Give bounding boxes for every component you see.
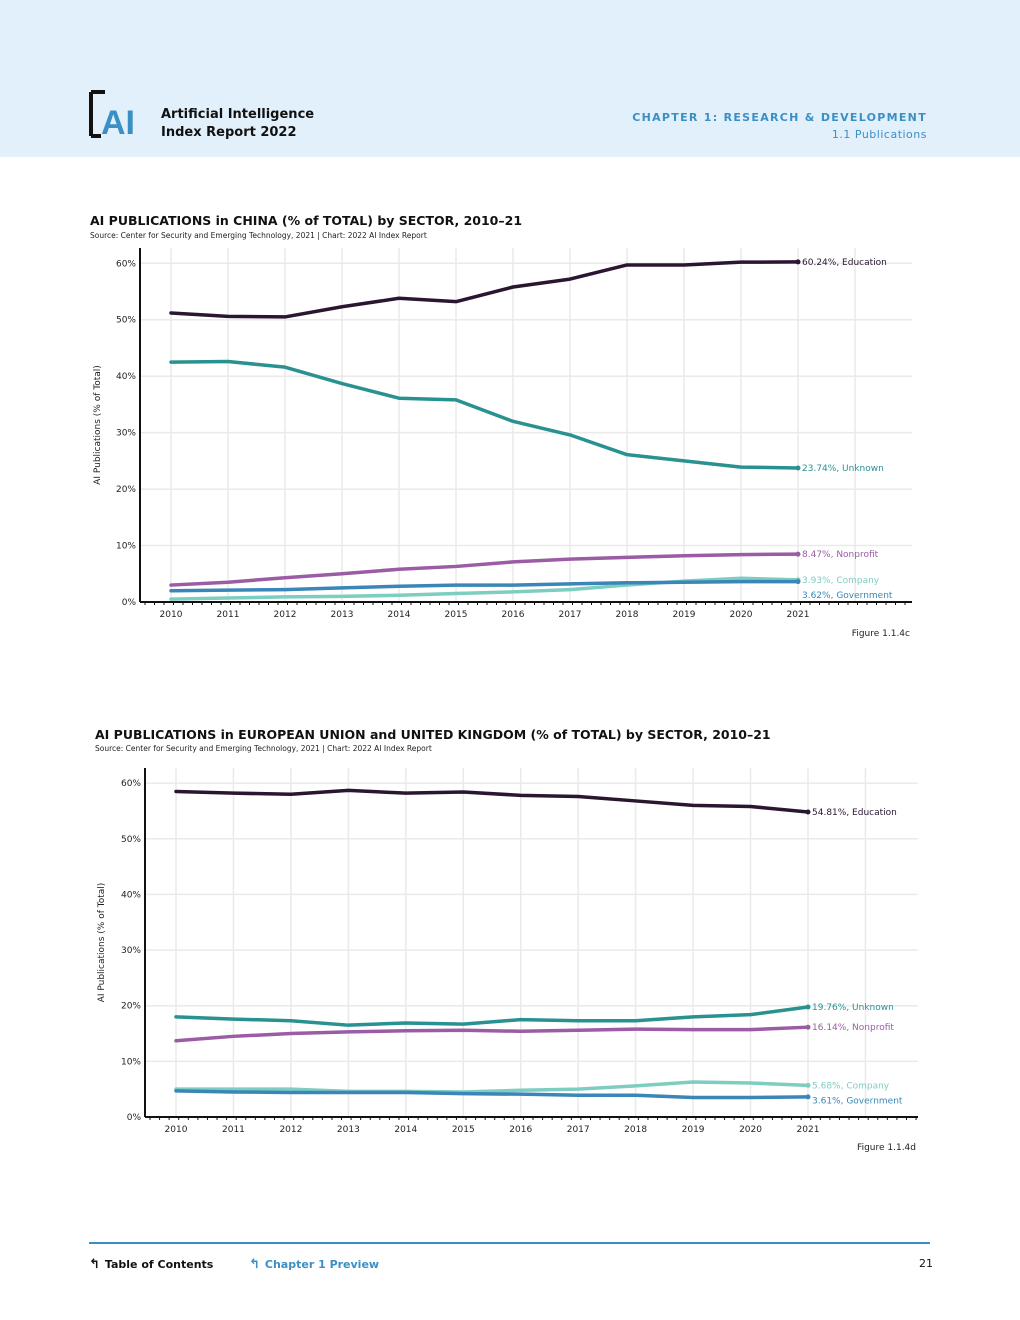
x-tick-label: 2011: [222, 1125, 245, 1135]
x-tick-label: 2019: [673, 610, 696, 620]
x-tick-label: 2019: [682, 1125, 705, 1135]
chart2-figure-label: Figure 1.1.4d: [857, 1143, 916, 1153]
y-tick-label: 0%: [122, 598, 137, 608]
x-tick-label: 2014: [394, 1125, 417, 1135]
series-end-point-education: [795, 259, 801, 265]
series-line-nonprofit: [169, 552, 800, 587]
footer-divider: [89, 1242, 930, 1244]
series-end-label-education: 60.24%, Education: [802, 258, 887, 268]
series-end-label-government: 3.62%, Government: [802, 591, 893, 601]
chart2-plot: 0% 10% 20% 30% 40% 50% 60% 2010 2011 2012 2013 2014…: [97, 768, 918, 1135]
y-axis-title: AI Publications (% of Total): [97, 883, 107, 1003]
series-end-point-nonprofit: [805, 1024, 811, 1030]
chart1-title: AI PUBLICATIONS in CHINA (% of TOTAL) by…: [90, 213, 523, 228]
series-end-label-nonprofit: 16.14%, Nonprofit: [812, 1023, 894, 1033]
x-tick-label: 2017: [559, 610, 582, 620]
ai-index-logo: AI: [89, 90, 135, 138]
report-title: Artificial Intelligence Index Report 202…: [161, 106, 314, 142]
y-tick-label: 60%: [121, 779, 141, 789]
y-tick-label: 40%: [121, 890, 141, 900]
series-end-label-unknown: 19.76%, Unknown: [812, 1003, 894, 1013]
y-tick-label: 50%: [116, 316, 136, 326]
x-tick-label: 2016: [502, 610, 525, 620]
y-tick-label: 50%: [121, 835, 141, 845]
x-tick-label: 2018: [616, 610, 639, 620]
series-line-unknown: [174, 1005, 810, 1027]
series-end-label-unknown: 23.74%, Unknown: [802, 464, 884, 474]
series-end-point-government: [795, 579, 801, 585]
chapter-title: CHAPTER 1: RESEARCH & DEVELOPMENT: [632, 111, 927, 124]
series-end-label-company: 3.93%, Company: [802, 576, 880, 586]
y-tick-label: 0%: [127, 1113, 142, 1123]
x-tick-label: 2015: [445, 610, 468, 620]
chart2-source: Source: Center for Security and Emerging…: [95, 744, 432, 753]
chart1-figure-label: Figure 1.1.4c: [851, 629, 910, 639]
series-line-education: [174, 788, 810, 814]
page-header: [0, 0, 1020, 157]
chart1-plot: 0% 10% 20% 30% 40% 50% 60% 2010 2011 2012 2013 2014…: [93, 248, 912, 620]
series-end-label-government: 3.61%, Government: [812, 1096, 903, 1106]
series-end-point-unknown: [805, 1004, 811, 1010]
y-axis-title: AI Publications (% of Total): [93, 365, 103, 485]
series-line-unknown: [169, 359, 800, 470]
x-tick-label: 2021: [797, 1125, 820, 1135]
chart2-title: AI PUBLICATIONS in EUROPEAN UNION and UN…: [95, 727, 771, 742]
x-tick-label: 2014: [388, 610, 411, 620]
series-end-label-education: 54.81%, Education: [812, 808, 897, 818]
y-tick-label: 30%: [121, 946, 141, 956]
x-tick-label: 2018: [624, 1125, 647, 1135]
x-tick-label: 2020: [730, 610, 753, 620]
x-tick-label: 2016: [509, 1125, 532, 1135]
chapter-preview-link[interactable]: ↰ Chapter 1 Preview: [249, 1257, 379, 1272]
x-tick-label: 2017: [567, 1125, 590, 1135]
series-end-label-nonprofit: 8.47%, Nonprofit: [802, 550, 879, 560]
series-end-label-company: 5.68%, Company: [812, 1081, 890, 1091]
series-line-company: [174, 1080, 810, 1094]
table-of-contents-label: Table of Contents: [104, 1258, 214, 1271]
x-tick-label: 2010: [165, 1125, 188, 1135]
chapter-preview-label: Chapter 1 Preview: [264, 1258, 380, 1271]
y-tick-label: 20%: [121, 1002, 141, 1012]
x-tick-label: 2020: [739, 1125, 762, 1135]
y-tick-label: 10%: [116, 542, 136, 552]
section-title: 1.1 Publications: [831, 128, 927, 141]
page-number: 21: [919, 1257, 933, 1270]
x-tick-label: 2011: [217, 610, 240, 620]
chart1-source: Source: Center for Security and Emerging…: [90, 231, 427, 240]
series-line-nonprofit: [174, 1025, 810, 1043]
y-tick-label: 10%: [121, 1057, 141, 1067]
y-tick-label: 60%: [116, 259, 136, 269]
report-title-line2: Index Report 2022: [161, 125, 297, 140]
report-title-line1: Artificial Intelligence: [161, 107, 315, 122]
series-end-point-education: [805, 809, 811, 815]
x-tick-label: 2021: [787, 610, 810, 620]
svg-text:AI: AI: [101, 104, 135, 138]
y-tick-label: 40%: [116, 372, 136, 382]
series-line-government: [174, 1089, 810, 1100]
return-arrow-icon: ↰: [249, 1257, 260, 1272]
x-tick-label: 2013: [337, 1125, 360, 1135]
x-tick-label: 2012: [274, 610, 297, 620]
series-end-point-nonprofit: [795, 551, 801, 557]
return-arrow-icon: ↰: [89, 1257, 100, 1272]
series-end-point-company: [805, 1082, 811, 1088]
series-end-point-government: [805, 1094, 811, 1100]
x-tick-label: 2013: [331, 610, 354, 620]
y-tick-label: 30%: [116, 429, 136, 439]
series-end-point-unknown: [795, 465, 801, 471]
table-of-contents-link[interactable]: ↰ Table of Contents: [89, 1257, 213, 1272]
x-tick-label: 2012: [279, 1125, 302, 1135]
y-tick-label: 20%: [116, 485, 136, 495]
series-line-education: [169, 260, 800, 319]
series-line-government: [169, 579, 800, 593]
x-tick-label: 2010: [160, 610, 183, 620]
x-tick-label: 2015: [452, 1125, 475, 1135]
